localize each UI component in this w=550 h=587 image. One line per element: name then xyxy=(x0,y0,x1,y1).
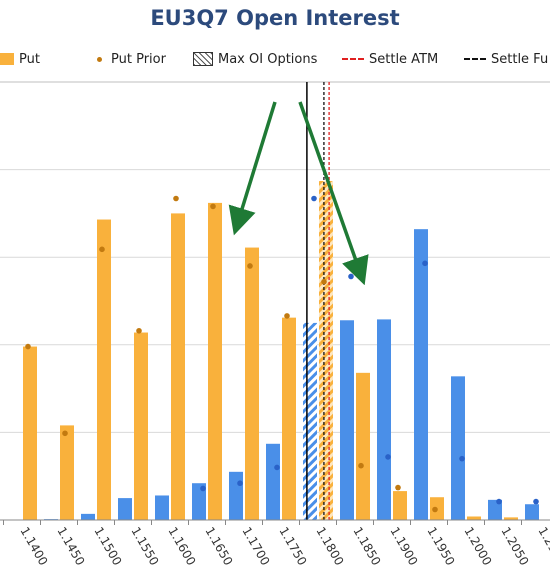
call-prior-dot xyxy=(348,273,354,280)
call-prior-dot xyxy=(200,485,206,492)
x-tick-label: 1.1650 xyxy=(202,525,235,568)
call-bar xyxy=(340,320,354,520)
put-prior-dot xyxy=(395,484,401,491)
call-prior-dot xyxy=(459,455,465,462)
call-bar xyxy=(303,322,317,520)
put-prior-dot xyxy=(358,462,364,469)
legend-label-put: Put xyxy=(19,51,40,67)
call-prior-dot xyxy=(385,454,391,460)
arrow-annotation xyxy=(298,101,369,286)
call-bar xyxy=(118,498,132,520)
x-tick-label: 1.1950 xyxy=(424,525,457,568)
call-bar xyxy=(525,504,539,520)
put-prior-dot xyxy=(321,278,327,285)
put-bar xyxy=(60,425,74,520)
settle-fut-line-icon xyxy=(464,58,486,60)
put-prior-dot xyxy=(247,263,253,269)
put-prior-dot xyxy=(210,203,216,210)
legend-label-max-oi: Max OI Options xyxy=(218,51,318,67)
call-bar xyxy=(488,499,502,520)
hatch-swatch-icon xyxy=(193,52,213,66)
annotation-arrows xyxy=(228,101,369,286)
call-prior-dot xyxy=(496,498,502,505)
put-prior-dot xyxy=(25,343,31,350)
bars xyxy=(23,180,539,521)
legend-label-settle-fut: Settle Fu xyxy=(491,51,549,67)
put-prior-dot-icon xyxy=(97,56,102,62)
put-prior-dot xyxy=(173,195,179,202)
call-bar xyxy=(266,443,280,520)
legend-item-put-prior: Put Prior xyxy=(93,48,166,70)
legend-label-put-prior: Put Prior xyxy=(111,51,166,67)
put-bar xyxy=(356,372,370,520)
put-bar xyxy=(208,202,222,520)
x-tick-label: 1.1850 xyxy=(350,525,383,568)
call-prior-dot xyxy=(274,464,280,471)
x-tick-label: 1.1450 xyxy=(54,525,87,568)
put-prior-dot xyxy=(99,246,105,253)
put-prior-dot xyxy=(284,313,290,319)
put-bar xyxy=(504,517,518,520)
put-bar xyxy=(23,346,37,520)
legend-item-put: Put xyxy=(0,48,40,70)
put-bar xyxy=(467,516,481,520)
x-tick-label: 1.2000 xyxy=(461,525,494,568)
put-bar xyxy=(134,332,148,520)
x-tick-label: 1.1500 xyxy=(91,525,124,568)
put-bar xyxy=(393,491,407,520)
settle-atm-line-icon xyxy=(342,58,364,60)
x-tick-label: 1.1550 xyxy=(128,525,161,568)
put-prior-dot xyxy=(136,327,142,334)
x-tick-label: 1.1700 xyxy=(239,525,272,568)
reference-lines xyxy=(306,82,330,520)
legend-item-settle-atm: Settle ATM xyxy=(342,48,438,70)
x-tick-label: 1.1400 xyxy=(17,525,50,568)
put-swatch-icon xyxy=(0,53,14,65)
chart-title: EU3Q7 Open Interest xyxy=(150,6,400,30)
call-prior-dot xyxy=(237,480,243,487)
call-bar xyxy=(155,495,169,520)
call-bar xyxy=(192,483,206,520)
chart-legend: Put Put Prior Max OI Options Settle ATM … xyxy=(0,48,550,70)
put-bar xyxy=(282,317,296,520)
call-bar xyxy=(81,513,95,520)
arrow-annotation xyxy=(228,101,277,236)
x-tick-label: 1.1600 xyxy=(165,525,198,568)
put-bar xyxy=(245,247,259,520)
legend-item-settle-fut: Settle Fu xyxy=(464,48,548,70)
call-bar xyxy=(377,319,391,520)
call-prior-dot xyxy=(533,498,539,505)
call-bar xyxy=(451,376,465,520)
put-bar xyxy=(319,180,333,520)
x-tick-label: 1.2050 xyxy=(498,525,531,568)
x-tick-label: 1.1800 xyxy=(313,525,346,568)
put-prior-dot xyxy=(432,506,438,513)
legend-label-settle-atm: Settle ATM xyxy=(369,51,439,67)
call-bar xyxy=(229,471,243,520)
call-prior-dot xyxy=(311,195,317,202)
x-axis: 1.1400 1.1450 1.1500 1.1550 1.1600 1.1650 1.17… xyxy=(0,519,550,568)
put-bar xyxy=(171,213,185,520)
put-prior-dot xyxy=(62,430,68,437)
x-tick-label: 1.2100 xyxy=(535,525,550,568)
legend-item-max-oi: Max OI Options xyxy=(193,48,317,70)
x-tick-label: 1.1900 xyxy=(387,525,420,568)
call-prior-dot xyxy=(422,260,428,267)
put-bar xyxy=(97,219,111,521)
x-tick-label: 1.1750 xyxy=(276,525,309,568)
call-bar xyxy=(414,229,428,520)
